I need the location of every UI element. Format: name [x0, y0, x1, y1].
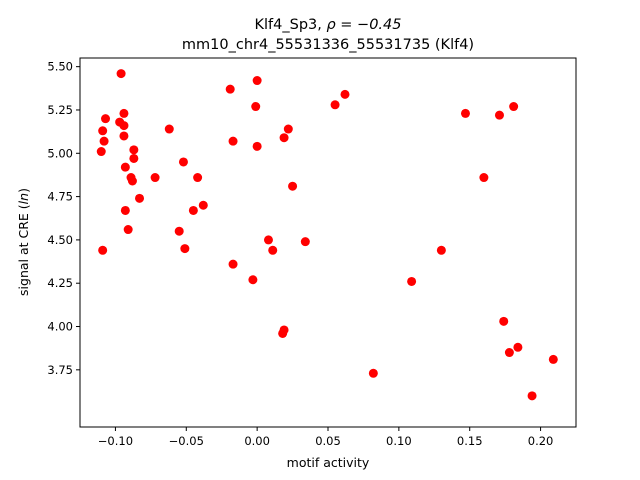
chart-title-line1: Klf4_Sp3, ρ = −0.45	[255, 17, 402, 33]
data-point-21	[193, 173, 203, 183]
data-point-37	[228, 259, 238, 269]
data-point-33	[288, 181, 298, 191]
x-tick-label: −0.10	[98, 434, 133, 448]
data-point-17	[123, 225, 133, 235]
data-point-42	[340, 89, 350, 99]
title-rho: ρ = −0.45	[326, 17, 401, 33]
data-point-49	[479, 173, 489, 183]
data-point-1	[119, 108, 129, 118]
x-tick-label: 0.15	[457, 434, 483, 448]
points-layer	[96, 69, 558, 401]
data-point-48	[509, 102, 519, 112]
data-point-9	[129, 145, 139, 155]
y-tick-label: 4.50	[47, 233, 73, 247]
data-point-24	[174, 226, 184, 236]
data-point-13	[127, 176, 137, 186]
x-tick-label: 0.05	[315, 434, 341, 448]
title-prefix: Klf4_Sp3,	[255, 17, 327, 33]
y-tick-label: 4.00	[47, 320, 73, 334]
x-tick-label: 0.10	[386, 434, 412, 448]
data-point-54	[527, 391, 537, 401]
x-tick-label: −0.05	[169, 434, 204, 448]
data-point-5	[98, 126, 108, 136]
data-point-6	[119, 131, 129, 141]
data-point-11	[120, 162, 130, 172]
data-point-0	[116, 69, 126, 79]
data-point-25	[180, 244, 190, 254]
y-tick-label: 4.25	[47, 276, 73, 290]
y-tick-label: 5.00	[47, 146, 73, 160]
data-point-4	[119, 121, 129, 131]
x-tick-label: 0.00	[244, 434, 270, 448]
data-point-27	[252, 76, 262, 86]
data-point-30	[252, 141, 262, 151]
data-point-15	[135, 193, 145, 203]
y-tick-label: 5.25	[47, 103, 73, 117]
y-axis-label: signal at CRE (ln)	[16, 188, 31, 296]
data-point-34	[263, 235, 273, 245]
data-point-47	[494, 110, 504, 120]
x-axis-label: motif activity	[287, 455, 370, 470]
data-point-31	[283, 124, 293, 134]
data-point-50	[499, 316, 509, 326]
data-point-2	[101, 114, 111, 124]
y-tick-label: 4.75	[47, 190, 73, 204]
data-point-22	[198, 200, 208, 210]
y-tick-label: 5.50	[47, 60, 73, 74]
data-point-52	[504, 348, 514, 358]
ticks-layer: −0.10 −0.05 0.00 0.05 0.10 0.15 0.20 3.75 4.00 4.…	[47, 60, 553, 448]
data-point-44	[407, 276, 417, 286]
data-point-43	[368, 368, 378, 378]
plot-area-frame	[79, 57, 577, 428]
data-point-29	[228, 136, 238, 146]
data-point-40	[278, 328, 288, 338]
data-point-38	[248, 275, 258, 285]
data-point-20	[178, 157, 188, 167]
data-point-26	[225, 84, 235, 94]
y-axis-label-main: signal at CRE (	[16, 204, 31, 296]
data-point-41	[330, 100, 340, 110]
data-point-28	[251, 102, 261, 112]
data-point-16	[120, 205, 130, 215]
data-point-19	[164, 124, 174, 134]
y-axis-label-end: )	[16, 188, 31, 193]
data-point-32	[279, 133, 289, 143]
chart-title-line2: mm10_chr4_55531336_55531735 (Klf4)	[182, 37, 474, 53]
data-point-51	[513, 342, 523, 352]
data-point-10	[129, 153, 139, 163]
data-point-45	[436, 245, 446, 255]
y-tick-label: 3.75	[47, 363, 73, 377]
y-axis-label-italic: ln	[16, 193, 31, 204]
data-point-14	[150, 173, 160, 183]
data-point-53	[548, 354, 558, 364]
data-point-35	[268, 245, 278, 255]
data-point-18	[98, 245, 108, 255]
data-point-8	[96, 147, 106, 157]
data-point-36	[300, 237, 310, 247]
data-point-23	[188, 205, 198, 215]
data-point-7	[99, 136, 109, 146]
x-tick-label: 0.20	[528, 434, 554, 448]
data-point-46	[460, 108, 470, 118]
